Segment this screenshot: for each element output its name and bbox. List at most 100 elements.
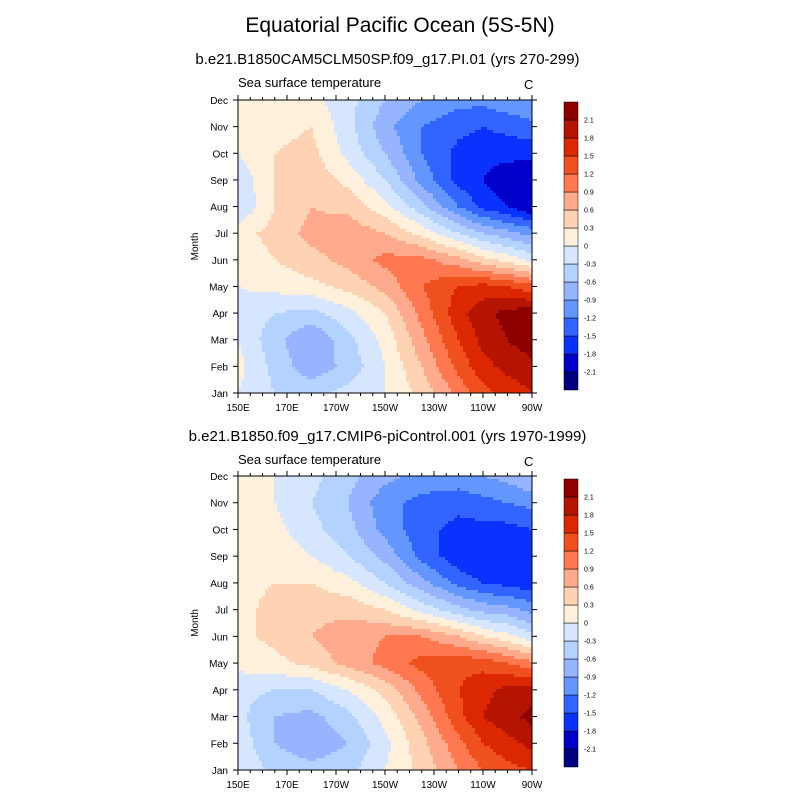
sst-cell — [406, 109, 409, 112]
sst-cell — [382, 130, 385, 133]
sst-cell — [454, 160, 457, 163]
sst-cell — [484, 139, 487, 142]
sst-cell — [337, 103, 340, 106]
sst-cell — [445, 163, 448, 166]
sst-cell — [319, 100, 322, 103]
sst-cell — [457, 118, 460, 121]
sst-cell — [514, 100, 517, 103]
sst-cell — [415, 130, 418, 133]
sst-cell — [421, 160, 424, 163]
sst-cell — [295, 130, 298, 133]
sst-cell — [268, 124, 271, 127]
sst-cell — [241, 154, 244, 157]
sst-cell — [409, 163, 412, 166]
sst-cell — [400, 157, 403, 160]
sst-cell — [379, 148, 382, 151]
sst-cell — [253, 127, 256, 130]
sst-cell — [277, 160, 280, 163]
sst-cell — [448, 154, 451, 157]
sst-cell — [496, 151, 499, 154]
sst-cell — [505, 106, 508, 109]
sst-cell — [433, 133, 436, 136]
sst-cell — [517, 109, 520, 112]
sst-cell — [484, 103, 487, 106]
sst-cell — [526, 133, 529, 136]
sst-cell — [313, 151, 316, 154]
sst-cell — [424, 127, 427, 130]
sst-cell — [376, 130, 379, 133]
sst-cell — [319, 127, 322, 130]
sst-cell — [478, 136, 481, 139]
sst-cell — [385, 142, 388, 145]
sst-cell — [511, 142, 514, 145]
sst-cell — [244, 130, 247, 133]
sst-cell — [286, 160, 289, 163]
sst-cell — [391, 163, 394, 166]
sst-cell — [463, 115, 466, 118]
sst-cell — [517, 130, 520, 133]
sst-cell — [310, 100, 313, 103]
sst-cell — [409, 157, 412, 160]
sst-cell — [520, 160, 523, 163]
sst-cell — [385, 127, 388, 130]
sst-cell — [286, 130, 289, 133]
sst-cell — [412, 136, 415, 139]
sst-cell — [253, 151, 256, 154]
sst-cell — [331, 127, 334, 130]
sst-cell — [466, 124, 469, 127]
sst-cell — [268, 163, 271, 166]
sst-cell — [277, 100, 280, 103]
sst-cell — [328, 100, 331, 103]
sst-cell — [457, 145, 460, 148]
sst-cell — [250, 121, 253, 124]
sst-cell — [394, 124, 397, 127]
sst-cell — [247, 130, 250, 133]
sst-cell — [517, 142, 520, 145]
sst-cell — [517, 157, 520, 160]
sst-cell — [481, 151, 484, 154]
sst-cell — [451, 139, 454, 142]
sst-cell — [241, 145, 244, 148]
sst-cell — [325, 103, 328, 106]
sst-cell — [322, 163, 325, 166]
sst-cell — [517, 151, 520, 154]
sst-cell — [400, 130, 403, 133]
sst-cell — [430, 124, 433, 127]
sst-cell — [355, 115, 358, 118]
sst-cell — [280, 130, 283, 133]
sst-cell — [361, 157, 364, 160]
sst-cell — [346, 112, 349, 115]
sst-cell — [298, 118, 301, 121]
sst-cell — [415, 112, 418, 115]
sst-cell — [481, 130, 484, 133]
sst-cell — [397, 142, 400, 145]
sst-cell — [286, 157, 289, 160]
sst-cell — [313, 139, 316, 142]
sst-cell — [517, 118, 520, 121]
sst-cell — [454, 112, 457, 115]
sst-cell — [421, 109, 424, 112]
sst-cell — [526, 151, 529, 154]
sst-cell — [397, 109, 400, 112]
sst-cell — [523, 154, 526, 157]
sst-cell — [391, 106, 394, 109]
sst-cell — [466, 127, 469, 130]
sst-cell — [373, 160, 376, 163]
sst-cell — [364, 133, 367, 136]
sst-cell — [394, 160, 397, 163]
sst-cell — [295, 121, 298, 124]
sst-cell — [466, 103, 469, 106]
sst-cell — [274, 136, 277, 139]
sst-cell — [382, 154, 385, 157]
sst-cell — [412, 133, 415, 136]
sst-cell — [364, 127, 367, 130]
sst-cell — [322, 139, 325, 142]
sst-cell — [241, 121, 244, 124]
sst-cell — [259, 103, 262, 106]
figure-canvas: 150E 170E 170W 150W 130W 110W 90WJanFebMarAprM… — [0, 0, 800, 800]
sst-cell — [442, 106, 445, 109]
sst-cell — [325, 106, 328, 109]
sst-cell — [241, 139, 244, 142]
sst-cell — [472, 100, 475, 103]
sst-cell — [436, 142, 439, 145]
